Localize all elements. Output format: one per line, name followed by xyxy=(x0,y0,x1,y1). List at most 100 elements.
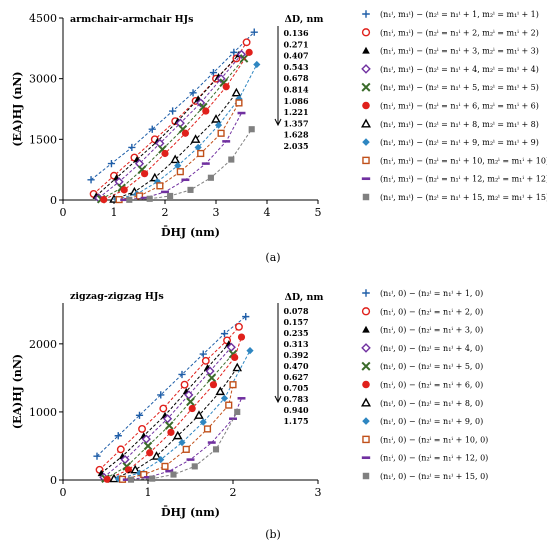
panel-a-series-1 xyxy=(87,28,258,184)
panel-a-legend-marker xyxy=(362,138,370,146)
panel-a-data-point xyxy=(235,99,243,107)
panel-a-data-point xyxy=(230,48,238,56)
panel-a-series-9 xyxy=(115,99,243,204)
panel-b-x-axis-label: D̄HJ (nm) xyxy=(161,505,220,519)
panel-a-legend-label: (n₁ⁱ, m₁ⁱ) − (n₂ⁱ = n₁ⁱ + 6, m₂ⁱ = m₁ⁱ +… xyxy=(380,102,539,111)
panel-b-series-line xyxy=(106,336,242,480)
panel-a-legend-marker xyxy=(362,193,370,201)
panel-b-y-tick-label: 2000 xyxy=(29,338,57,351)
panel-b-series-4 xyxy=(99,342,236,482)
panel-a-data-point xyxy=(156,182,164,190)
panel-b-data-point xyxy=(159,404,168,413)
panel-a-data-point xyxy=(170,154,180,164)
panel-a-data-point xyxy=(169,107,177,115)
panel-a-delta-header: ΔD, nm xyxy=(285,14,324,25)
panel-b-legend-marker xyxy=(361,361,371,371)
panel-a-data-point xyxy=(201,162,210,165)
panel-b-legend-label: (n₁ⁱ, 0) − (n₂ⁱ = n₁ⁱ + 4, 0) xyxy=(380,344,483,353)
panel-a-data-point xyxy=(176,168,184,176)
panel-a-series-4 xyxy=(94,49,247,203)
panel-b-data-point xyxy=(220,394,229,402)
panel-a-legend-marker xyxy=(362,10,370,18)
panel-b-series-8 xyxy=(114,347,254,483)
panel-a: 0 1 2 3 4 5 0 1500 3000 4500 D̄HJ (nm) (EA)HJ (nN) a… xyxy=(11,10,547,264)
panel-a-data-point xyxy=(141,170,149,178)
panel-b-data-point xyxy=(103,475,111,483)
panel-a-legend-label: (n₁ⁱ, m₁ⁱ) − (n₂ⁱ = n₁ⁱ + 12, m₂ⁱ = m₁ⁱ … xyxy=(380,175,547,184)
panel-b-data-point xyxy=(207,373,217,383)
panel-a-y-axis-label: (EA)HJ (nN) xyxy=(11,71,24,146)
panel-a-delta-value: 2.035 xyxy=(283,141,308,151)
panel-a-data-point xyxy=(181,178,190,182)
panel-a-data-point xyxy=(231,87,242,97)
panel-a-series-10 xyxy=(120,111,246,202)
panel-b-legend-label: (n₁ⁱ, 0) − (n₂ⁱ = n₁ⁱ + 2, 0) xyxy=(380,307,483,316)
panel-a-data-point xyxy=(242,38,251,47)
panel-b-caption: (b) xyxy=(265,528,281,541)
panel-b-data-point xyxy=(199,418,207,426)
panel-a-data-point xyxy=(253,60,261,69)
panel-b-legend-marker xyxy=(361,307,371,316)
panel-b-data-point xyxy=(186,397,195,407)
panel-b-data-point xyxy=(180,380,189,389)
panel-b-y-axis-label: (EA)HJ (nN) xyxy=(11,354,24,429)
panel-b-delta-arrow-head xyxy=(274,395,282,404)
panel-a-delta-value: 0.814 xyxy=(283,85,308,95)
panel-b-data-point xyxy=(172,430,183,440)
panel-a-data-point xyxy=(181,129,189,137)
panel-b-data-point xyxy=(232,362,243,372)
panel-a-data-point xyxy=(197,149,205,158)
panel-a-delta-value: 0.271 xyxy=(283,39,308,49)
panel-b-data-point xyxy=(178,370,186,379)
panel-b-legend-marker xyxy=(362,380,370,389)
panel-b-delta-value: 0.235 xyxy=(283,328,308,338)
panel-a-data-point xyxy=(237,111,246,115)
panel-a-data-point xyxy=(167,192,174,200)
panel-b-data-point xyxy=(122,478,131,481)
panel-a-legend-label: (n₁ⁱ, m₁ⁱ) − (n₂ⁱ = n₁ⁱ + 4, m₂ⁱ = m₁ⁱ +… xyxy=(380,65,539,74)
panel-b-data-point xyxy=(143,441,153,451)
panel-b-delta-header: ΔD, nm xyxy=(285,292,324,303)
panel-b-data-point xyxy=(207,441,216,444)
panel-b-delta-value: 0.705 xyxy=(283,383,308,393)
panel-b-delta-value: 0.078 xyxy=(283,306,308,316)
panel-a-x-tick-label: 3 xyxy=(213,206,220,219)
panel-b-x-tick-label: 3 xyxy=(315,486,322,499)
panel-b-series-line xyxy=(96,316,247,457)
panel-b-delta-value: 0.940 xyxy=(283,405,308,415)
panel-b-data-point xyxy=(226,342,236,352)
panel-a-delta-value: 1.086 xyxy=(283,96,308,106)
panel-b-data-point xyxy=(157,391,165,399)
panel-a-legend-marker xyxy=(362,156,370,165)
panel-a-delta-value: 0.678 xyxy=(283,73,308,83)
panel-b-legend-label: (n₁ⁱ, 0) − (n₂ⁱ = n₁ⁱ + 8, 0) xyxy=(380,399,483,408)
panel-b-data-point xyxy=(178,438,186,447)
panel-b-series-line xyxy=(130,411,238,481)
panel-b-data-point xyxy=(161,462,169,470)
panel-b-legend-marker xyxy=(361,343,371,353)
panel-b-delta-value: 0.392 xyxy=(283,350,308,360)
panel-a-x-tick-label: 5 xyxy=(315,206,322,219)
panel-a-data-point xyxy=(126,196,133,203)
panel-a-delta-value: 1.628 xyxy=(283,130,308,140)
panel-b-data-point xyxy=(237,397,246,400)
panel-b-legend-label: (n₁ⁱ, 0) − (n₂ⁱ = n₁ⁱ + 3, 0) xyxy=(380,326,483,335)
panel-a-legend-label: (n₁ⁱ, m₁ⁱ) − (n₂ⁱ = n₁ⁱ + 5, m₂ⁱ = m₁ⁱ +… xyxy=(380,83,539,92)
panel-b-series-9 xyxy=(118,381,237,483)
panel-b-data-point xyxy=(188,404,196,413)
panel-a-series-7 xyxy=(109,87,242,203)
panel-b-series-line xyxy=(113,367,238,480)
panel-b-data-point xyxy=(130,464,141,474)
panel-a-data-point xyxy=(209,69,218,77)
panel-b-data-point xyxy=(212,446,220,453)
panel-b-legend-marker xyxy=(362,325,370,333)
panel-b-data-point xyxy=(235,322,243,331)
panel-b-data-point xyxy=(167,428,175,436)
panel-a-legend-marker xyxy=(361,64,371,74)
panel-a-caption: (a) xyxy=(265,251,280,264)
panel-b-data-point xyxy=(231,353,239,362)
panel-b: 0 1 2 3 0 1000 2000 D̄HJ (nm) (EA)HJ (nN) zigzag-… xyxy=(11,289,488,541)
panel-b-data-point xyxy=(203,425,212,433)
panel-b-data-point xyxy=(215,386,226,396)
